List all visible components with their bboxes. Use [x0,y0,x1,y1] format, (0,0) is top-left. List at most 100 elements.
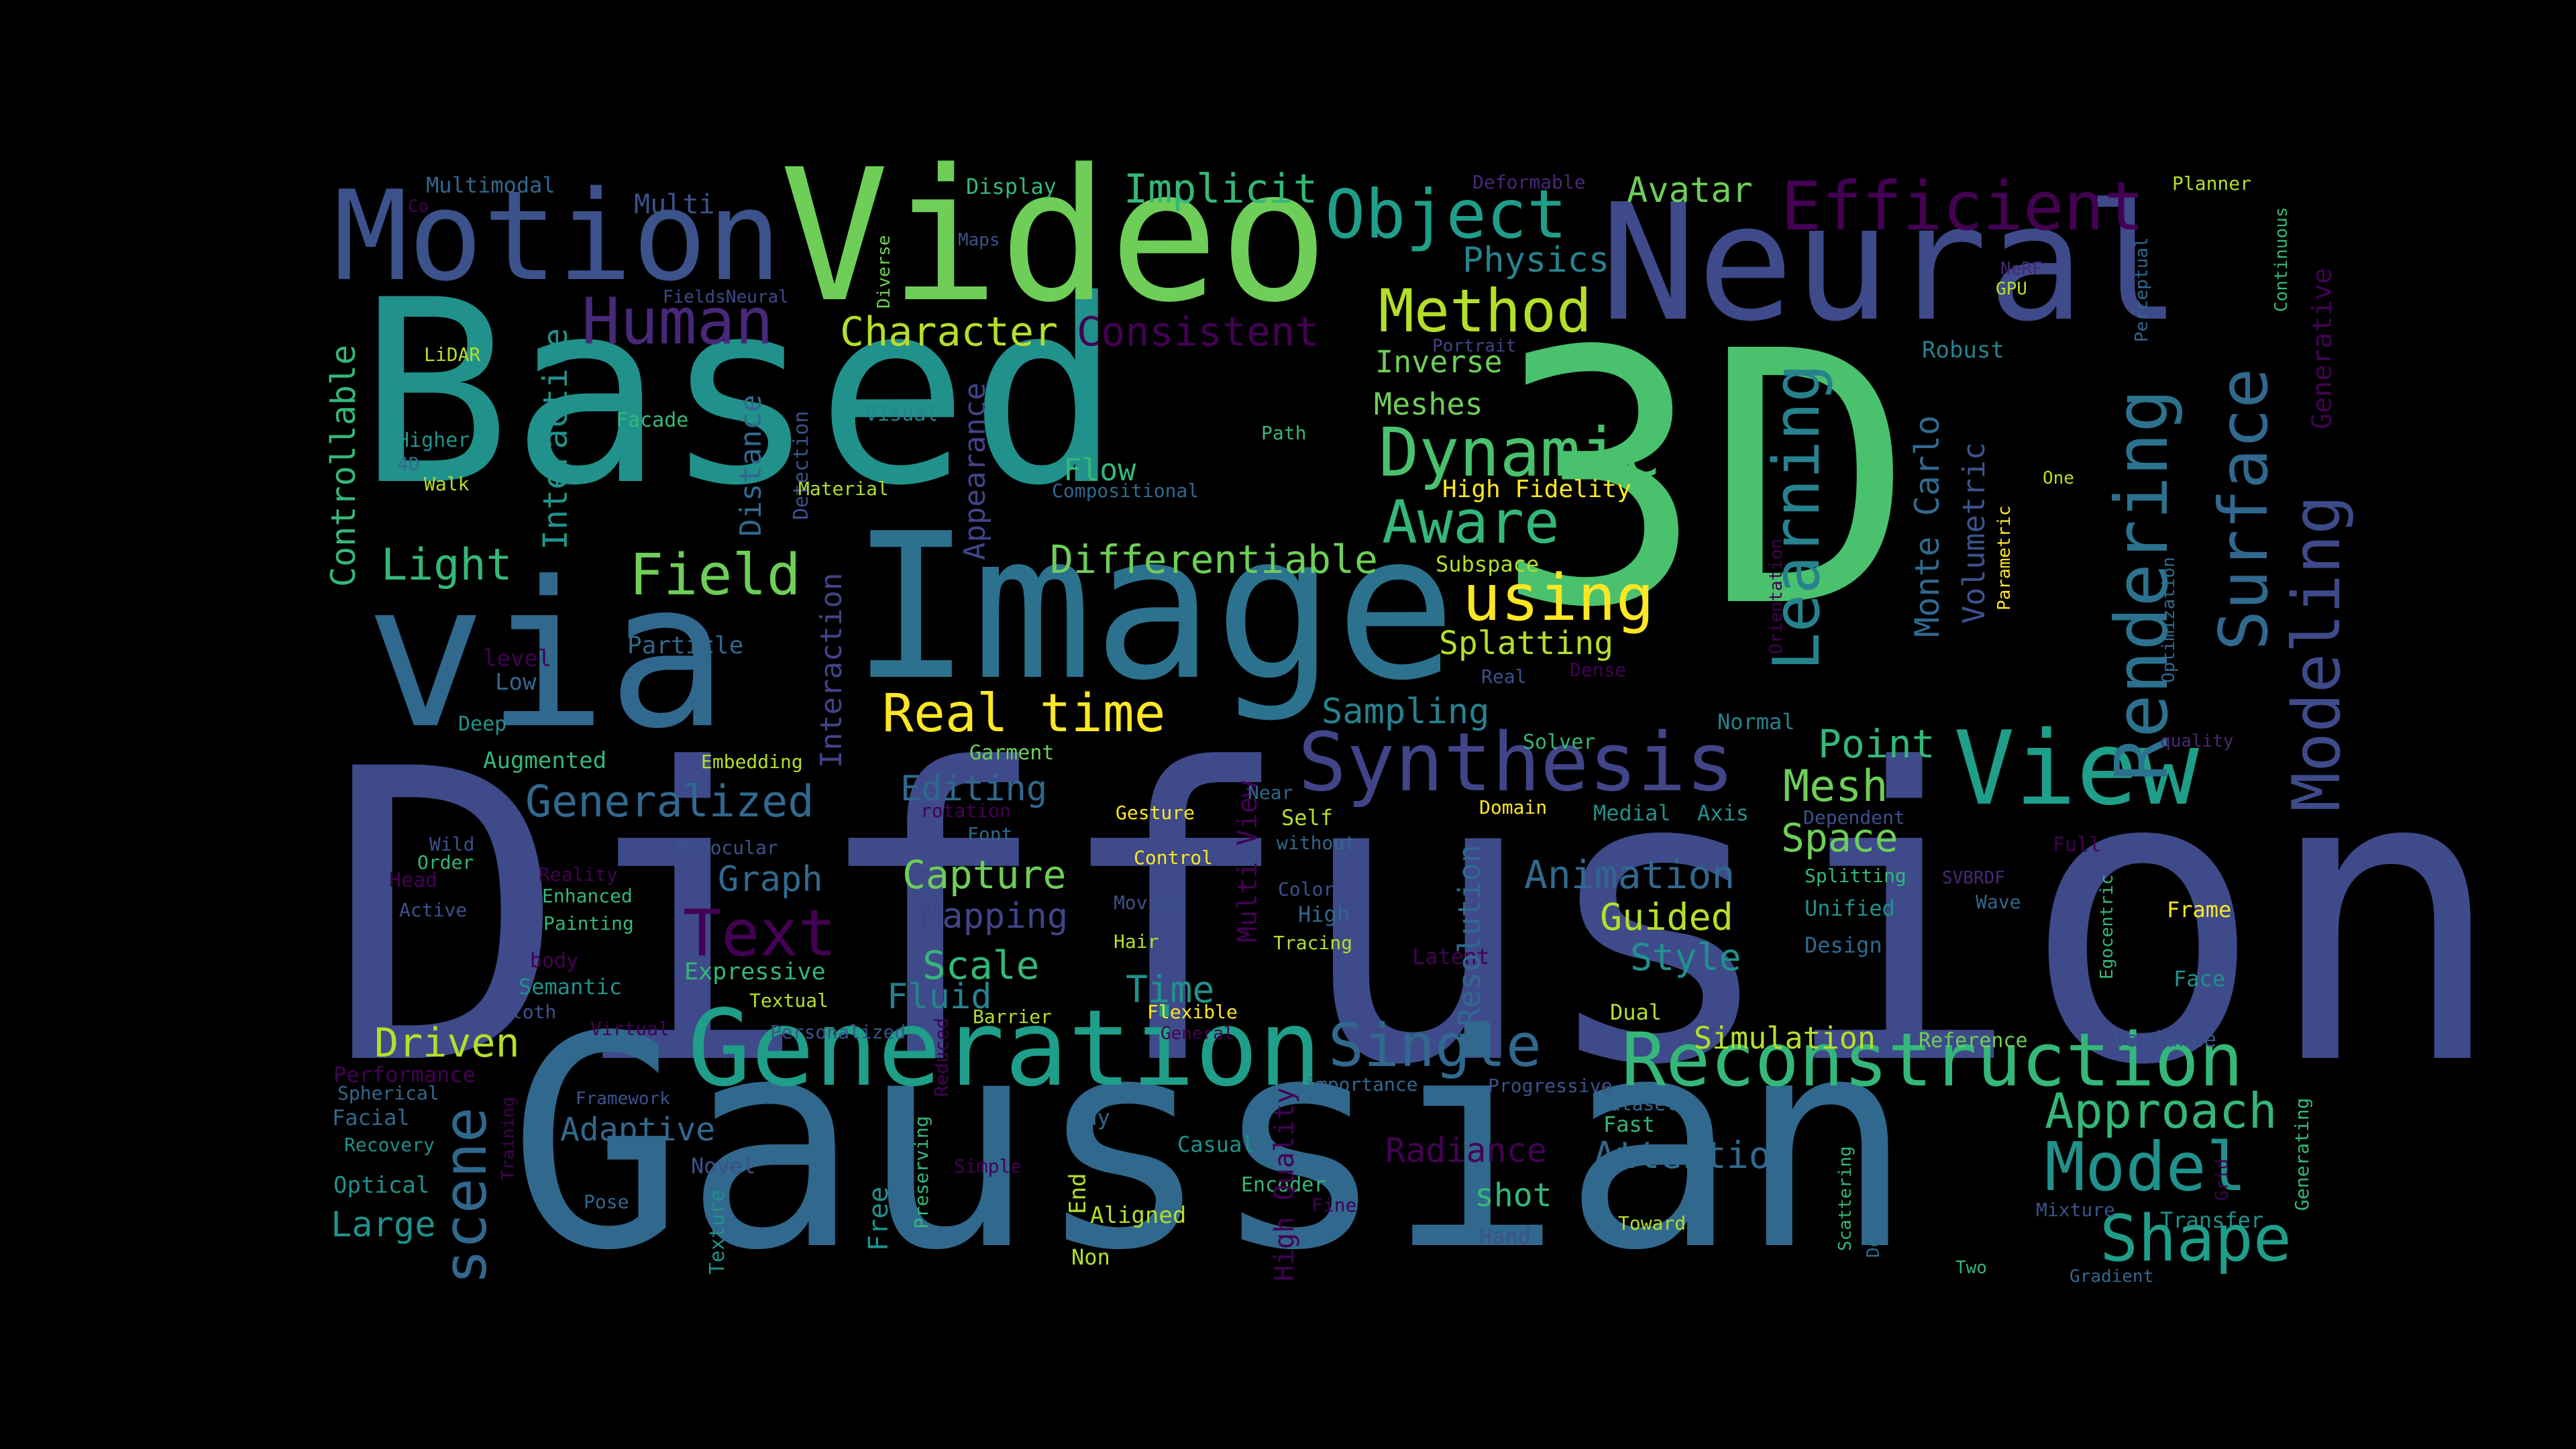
word-time: Time [1126,968,1215,1011]
word-rotation: rotation [920,800,1011,822]
word-higher: Higher [397,429,470,452]
word-adaptive: Adaptive [560,1111,716,1148]
word-object: Object [1325,175,1568,254]
word-approach: Approach [2045,1083,2277,1139]
word-resolution: Resolution [1452,845,1487,1026]
word-material: Material [798,478,889,500]
word-embedding: Embedding [701,751,803,773]
word-egocentric: Egocentric [2097,874,2117,979]
word-non: Non [1071,1244,1110,1270]
word-shot: shot [1474,1177,1552,1214]
word-unified: Unified [1805,896,1895,921]
word-axis: Axis [1697,800,1750,826]
word-aligned: Aligned [1090,1202,1187,1229]
word-texture: Texture [706,1189,729,1275]
word-scale: Scale [922,943,1040,988]
word-order: Order [417,851,474,873]
word-compositional: Compositional [1052,480,1199,502]
word-maps: Maps [958,230,1000,250]
word-co: Co [408,197,429,217]
word-capture: Capture [902,852,1067,898]
word-without: without [1277,832,1356,854]
word-facial: Facial [332,1105,410,1130]
word-splitting: Splitting [1805,865,1907,887]
word-differentiable: Differentiable [1050,537,1378,582]
word-scene: scene [431,1107,500,1285]
word-novel: Novel [691,1153,756,1179]
word-mapping: Mapping [921,896,1069,936]
word-recovery: Recovery [344,1134,435,1156]
word-flow: Flow [1063,452,1136,488]
word-controllable: Controllable [324,344,363,587]
word-style: Style [1630,936,1741,979]
word-svbrdf: SVBRDF [1942,868,2005,888]
word-reality: Reality [539,863,619,885]
word-near: Near [1248,782,1293,804]
word-optical: Optical [333,1172,430,1199]
word-guided: Guided [1600,896,1733,938]
word-method: Method [1379,276,1592,345]
word-encoder: Encoder [1241,1173,1326,1197]
word-active: Active [399,899,468,921]
word-garment: Garment [969,741,1055,765]
word-hair: Hair [1114,930,1159,953]
word-real-time: Real time [882,684,1166,744]
word-animation: Animation [1524,852,1735,898]
word-textual: Textual [749,989,829,1012]
word-high-quality: High Quality [1269,1087,1300,1281]
word-transfer: Transfer [2160,1208,2264,1233]
word-pose: Pose [584,1191,629,1213]
word-scattering: Scattering [1835,1146,1856,1251]
word-orientation: Orientation [1766,538,1786,654]
word-appearance: Appearance [958,382,992,560]
word-variance: Variance [2113,1026,2217,1052]
word-gpu: GPU [1996,279,2027,299]
word-cloth: Cloth [500,1001,557,1023]
word-splatting: Splatting [1439,625,1614,662]
word-using: using [1462,561,1654,635]
word-editing: Editing [900,769,1048,809]
word-large: Large [331,1205,436,1245]
word-dataset: Dataset [1598,1093,1678,1115]
word-expressive: Expressive [684,959,826,985]
word-deep: Deep [458,712,507,736]
word-fluid: Fluid [887,977,992,1017]
word-field: Field [629,542,801,608]
word-volumetric: Volumetric [1956,442,1992,624]
word-simple: Simple [954,1155,1022,1177]
word-moving: Moving [1114,892,1182,914]
word-graph: Graph [718,859,823,900]
word-design: Design [1805,932,1882,958]
word-semantic: Semantic [519,974,623,1000]
word-shape: Shape [2100,1202,2292,1276]
word-meshes: Meshes [1374,386,1483,422]
word-font: Font [967,823,1013,845]
word-multi: Multi [634,189,715,220]
word-multimodal: Multimodal [426,172,555,198]
word-single: Single [1328,1011,1542,1080]
word-training: Training [498,1096,519,1181]
word-visual: Visual [865,402,938,426]
word-general: General [1161,1024,1234,1044]
word-flexible: Flexible [1147,1001,1238,1023]
word-based: Based [358,246,1122,541]
word-particle: Particle [627,632,744,659]
word-mesh: Mesh [1783,761,1888,812]
word-augmented: Augmented [483,747,607,774]
word-generalized: Generalized [525,777,814,827]
word-planner: Planner [2172,172,2252,195]
word-head: Head [389,869,438,892]
word-view: View [1953,709,2200,828]
word-performance: Performance [333,1062,476,1087]
word-dual: Dual [1610,1000,1662,1025]
word-light: Light [381,540,513,590]
word-robust: Robust [1922,337,2004,364]
word-normal: Normal [1717,709,1795,735]
word-space: Space [1781,815,1898,861]
word-neural: Neural [1600,169,2182,357]
word-gaussian: Gaussian [508,974,1915,1314]
word-avatar: Avatar [1627,170,1753,211]
word-deformable: Deformable [1472,171,1586,193]
word-wave: Wave [1976,891,2021,913]
